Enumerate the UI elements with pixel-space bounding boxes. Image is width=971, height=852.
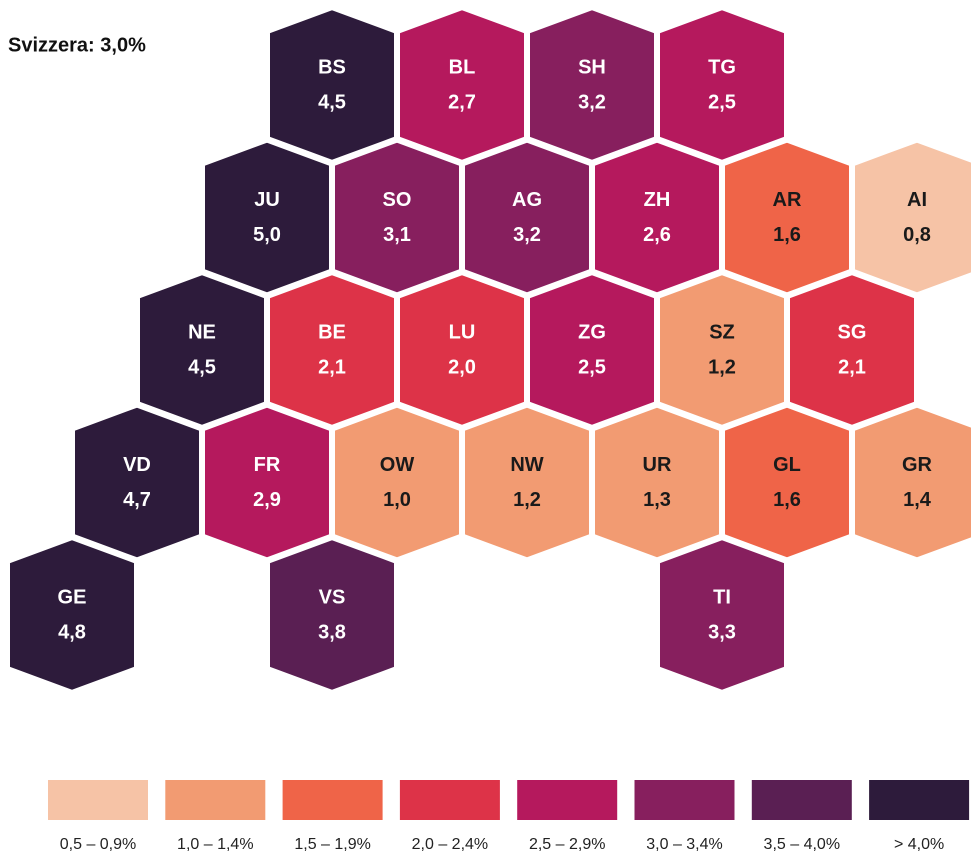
canton-code: ZG [578, 321, 606, 343]
canton-hex [134, 269, 270, 431]
canton-hex [264, 269, 400, 431]
canton-code: OW [380, 454, 415, 476]
canton-value: 4,7 [123, 489, 151, 511]
legend-swatch [399, 780, 500, 820]
legend-label: 0,5 – 0,9% [60, 836, 137, 852]
canton-value: 2,9 [253, 489, 281, 511]
legend-label: 1,0 – 1,4% [177, 836, 254, 852]
canton-value: 1,6 [773, 489, 801, 511]
canton-code: VS [319, 586, 346, 608]
canton-value: 2,7 [448, 91, 476, 113]
canton-value: 2,5 [578, 356, 606, 378]
legend-swatch [869, 780, 970, 820]
canton-value: 1,0 [383, 489, 411, 511]
canton-value: 1,2 [513, 489, 541, 511]
canton-hex [849, 401, 971, 564]
canton-hex [459, 136, 595, 299]
canton-code: AG [512, 189, 542, 211]
canton-code: ZH [644, 189, 671, 211]
canton-value: 3,2 [513, 224, 541, 246]
legend-swatch [751, 780, 852, 820]
canton-value: 2,1 [838, 356, 866, 378]
canton-hex [264, 4, 400, 166]
legend-label: 3,0 – 3,4% [646, 836, 723, 852]
canton-value: 2,5 [708, 91, 736, 113]
canton-code: BE [318, 321, 346, 343]
canton-code: UR [643, 454, 672, 476]
canton-value: 3,3 [708, 621, 736, 643]
legend-label: 2,0 – 2,4% [412, 836, 489, 852]
canton-code: AR [773, 189, 802, 211]
canton-hex [524, 269, 660, 431]
canton-code: SH [578, 56, 606, 78]
canton-code: JU [254, 189, 280, 211]
canton-value: 3,8 [318, 621, 346, 643]
legend-label: > 4,0% [894, 836, 944, 852]
legend-swatch [48, 780, 148, 820]
canton-code: SZ [709, 321, 735, 343]
legend-swatch [517, 780, 618, 820]
chart-title: Svizzera: 3,0% [8, 34, 146, 56]
canton-value: 2,0 [448, 356, 476, 378]
canton-value: 1,4 [903, 489, 932, 511]
legend-label: 1,5 – 1,9% [294, 836, 371, 852]
canton-hex [589, 136, 725, 299]
canton-code: TI [713, 586, 731, 608]
canton-code: VD [123, 454, 151, 476]
legend-swatch [634, 780, 735, 820]
canton-value: 0,8 [903, 224, 931, 246]
canton-value: 4,5 [188, 356, 216, 378]
canton-code: BL [449, 56, 476, 78]
canton-code: GE [58, 586, 87, 608]
canton-hex [784, 269, 920, 431]
canton-hex [849, 136, 971, 299]
legend-swatch [282, 780, 383, 820]
canton-hex [69, 401, 205, 564]
canton-hex [264, 534, 400, 696]
canton-code: GR [902, 454, 933, 476]
canton-value: 2,6 [643, 224, 671, 246]
legend-swatch [165, 780, 266, 820]
canton-value: 5,0 [253, 224, 281, 246]
canton-code: LU [449, 321, 476, 343]
canton-code: SG [838, 321, 867, 343]
canton-value: 3,2 [578, 91, 606, 113]
canton-hex [654, 534, 790, 696]
canton-hex [329, 136, 465, 299]
canton-hex [589, 401, 725, 564]
canton-value: 4,8 [58, 621, 86, 643]
canton-code: SO [383, 189, 412, 211]
canton-code: GL [773, 454, 801, 476]
canton-hex [654, 269, 790, 431]
canton-hex [394, 4, 530, 166]
canton-code: NW [510, 454, 543, 476]
canton-hex [719, 401, 855, 564]
legend-label: 3,5 – 4,0% [764, 836, 841, 852]
canton-value: 4,5 [318, 91, 346, 113]
canton-hex [4, 534, 140, 696]
canton-value: 1,2 [708, 356, 736, 378]
canton-hex [654, 4, 790, 166]
canton-value: 2,1 [318, 356, 346, 378]
canton-code: FR [254, 454, 281, 476]
canton-hex [329, 401, 465, 564]
canton-hex [394, 269, 530, 431]
canton-hex [199, 401, 335, 564]
canton-hex [524, 4, 660, 166]
canton-code: TG [708, 56, 736, 78]
canton-code: AI [907, 189, 927, 211]
canton-value: 1,6 [773, 224, 801, 246]
canton-code: NE [188, 321, 216, 343]
legend-label: 2,5 – 2,9% [529, 836, 606, 852]
canton-value: 3,1 [383, 224, 411, 246]
canton-code: BS [318, 56, 346, 78]
canton-value: 1,3 [643, 489, 671, 511]
canton-hex [199, 136, 335, 299]
canton-hex [719, 136, 855, 299]
canton-hex [459, 401, 595, 564]
